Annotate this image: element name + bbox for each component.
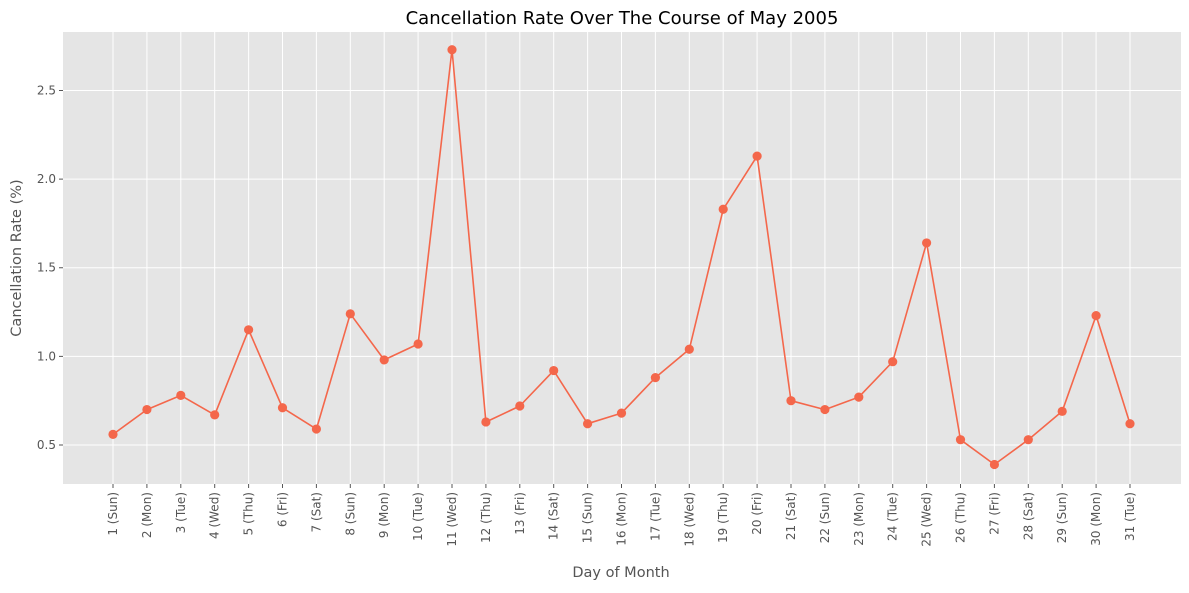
series-layer [108, 45, 1135, 470]
data-point [616, 408, 627, 418]
x-tick-label: 17 (Tue) [648, 492, 662, 541]
x-tick-label: 19 (Thu) [716, 492, 730, 543]
x-tick-label: 18 (Wed) [682, 492, 696, 547]
data-point [413, 339, 423, 349]
x-tick-label: 11 (Wed) [445, 492, 459, 547]
x-tick-label: 13 (Fri) [513, 492, 527, 535]
data-point [718, 204, 728, 214]
data-point [447, 45, 457, 55]
x-tick-label: 30 (Mon) [1089, 492, 1103, 546]
y-tick-label: 2.0 [37, 172, 56, 186]
y-axis-label: Cancellation Rate (%) [9, 179, 25, 336]
data-point [549, 365, 559, 376]
x-tick-label: 7 (Sat) [309, 492, 323, 533]
data-point [277, 403, 288, 413]
x-tick-label: 4 (Wed) [208, 492, 222, 539]
data-point [1125, 419, 1135, 429]
data-point [854, 392, 864, 402]
x-tick-label: 26 (Thu) [954, 492, 968, 543]
x-tick-label: 16 (Mon) [615, 492, 629, 546]
data-point [1023, 435, 1033, 445]
chart-title: Cancellation Rate Over The Course of May… [406, 8, 839, 29]
data-point [820, 404, 830, 415]
data-point [684, 344, 694, 354]
x-tick-label: 23 (Mon) [852, 492, 866, 546]
y-tick-label: 1.5 [37, 261, 56, 275]
data-point [1091, 311, 1101, 321]
x-tick-label: 31 (Tue) [1123, 492, 1137, 541]
x-tick-label: 25 (Wed) [920, 492, 934, 547]
x-tick-label: 28 (Sat) [1021, 492, 1035, 540]
data-point [142, 404, 152, 415]
y-tick-label: 0.5 [37, 438, 56, 452]
data-point [922, 238, 932, 248]
x-tick-label: 5 (Thu) [242, 492, 256, 535]
data-point [108, 429, 118, 439]
x-tick-label: 20 (Fri) [750, 492, 764, 535]
x-tick-label: 27 (Fri) [987, 492, 1001, 535]
x-tick-label: 15 (Sun) [581, 492, 595, 543]
y-tick-label: 2.5 [37, 83, 56, 97]
y-tick-label: 1.0 [37, 349, 56, 363]
data-point [1057, 406, 1067, 416]
x-tick-label: 10 (Tue) [411, 492, 425, 541]
x-tick-label: 29 (Sun) [1055, 492, 1069, 543]
data-point [379, 355, 389, 365]
data-point [311, 424, 321, 434]
x-tick-label: 2 (Mon) [140, 492, 154, 538]
data-point [888, 357, 898, 367]
data-point [345, 309, 355, 319]
x-tick-label: 8 (Sun) [343, 492, 357, 536]
data-point [752, 151, 762, 161]
x-axis-label: Day of Month [572, 565, 669, 581]
data-point [989, 459, 1000, 470]
data-point [515, 401, 525, 411]
data-point [210, 410, 220, 420]
x-tick-label: 24 (Tue) [886, 492, 900, 541]
x-tick-label: 1 (Sun) [106, 492, 120, 536]
data-point [481, 417, 491, 427]
data-point [583, 419, 593, 429]
x-tick-label: 22 (Sun) [818, 492, 832, 543]
data-point [955, 435, 966, 445]
axis-ticks: 0.5 1.0 1.5 2.0 2.5 1 (Sun) 2 (Mon) 3 (Tue) 4 (W… [37, 83, 1137, 546]
x-tick-label: 6 (Fri) [276, 492, 290, 527]
data-point [244, 325, 254, 335]
x-tick-label: 9 (Mon) [377, 492, 391, 538]
data-point [786, 396, 796, 406]
x-tick-label: 12 (Thu) [479, 492, 493, 543]
data-point [176, 390, 186, 400]
x-tick-label: 14 (Sat) [547, 492, 561, 540]
x-tick-label: 3 (Tue) [174, 492, 188, 533]
x-tick-label: 21 (Sat) [784, 492, 798, 540]
data-point [650, 373, 661, 383]
